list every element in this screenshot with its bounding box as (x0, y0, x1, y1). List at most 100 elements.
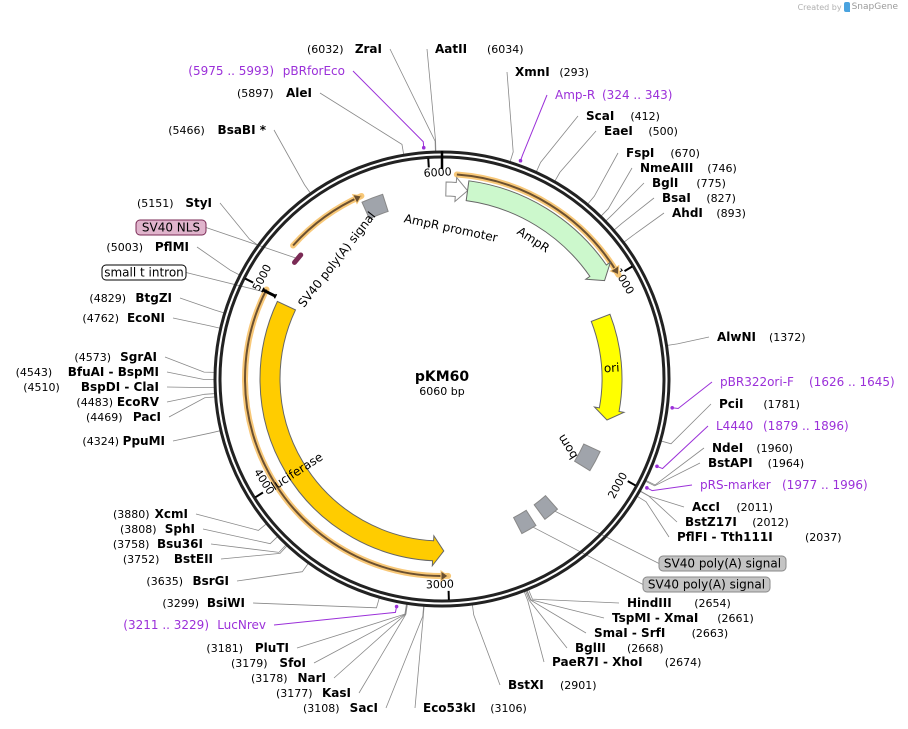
enzyme-site-label[interactable]: BstZ17I (2012) (685, 515, 789, 529)
feature-ampr[interactable] (465, 180, 612, 282)
enzyme-site-label[interactable]: SgrAI (4573) (74, 350, 157, 364)
primer-mark-icon (645, 486, 649, 490)
feature-bom[interactable] (573, 443, 601, 472)
enzyme-position: (1372) (769, 331, 806, 344)
feature-boxed-label[interactable]: SV40 poly(A) signal (658, 555, 787, 572)
enzyme-site-label[interactable]: PaeR7I - XhoI (2674) (552, 655, 701, 669)
primer-label[interactable]: pBRforEco (5975 .. 5993) (188, 64, 426, 150)
leader-line (164, 356, 216, 373)
enzyme-site-label[interactable]: Bsu36I (3758) (113, 537, 203, 551)
enzyme-position: (746) (707, 162, 737, 175)
enzyme-name: PflFI - Tth111I (677, 530, 773, 544)
enzyme-site-label[interactable]: Eco53kI (3106) (423, 701, 527, 715)
sv40-nls-mark[interactable] (291, 252, 304, 265)
enzyme-site-label[interactable]: BstEII (3752) (123, 552, 213, 566)
enzyme-site-label[interactable]: BfuAI - BspMI (4543) (16, 365, 159, 379)
enzyme-site-label[interactable]: BsiWI (3299) (162, 596, 245, 610)
enzyme-site-label[interactable]: PciI (1781) (719, 397, 800, 411)
primer-label[interactable]: pRS-marker (1977 .. 1996) (645, 478, 868, 492)
primer-label[interactable]: Amp-R (324 .. 343) (518, 88, 673, 163)
feature-boxed-label[interactable]: SV40 NLS (135, 219, 207, 236)
label-box-text: SV40 poly(A) signal (648, 578, 765, 592)
enzyme-site-label[interactable]: SmaI - SrfI (2663) (594, 626, 728, 640)
leader-line (605, 182, 645, 222)
enzyme-site-label[interactable]: BsrGI (3635) (146, 574, 229, 588)
feature-sv40-poly-a-signal-3[interactable] (361, 193, 389, 220)
enzyme-site-label[interactable]: PacI (4469) (86, 410, 161, 424)
enzyme-name: BtgZI (135, 291, 172, 305)
enzyme-site-label[interactable]: AlwNI (1372) (717, 330, 806, 344)
enzyme-site-label[interactable]: NmeAIII (746) (640, 161, 737, 175)
enzyme-site-label[interactable]: KasI (3177) (276, 686, 351, 700)
feature-boxed-label[interactable]: SV40 poly(A) signal (642, 576, 771, 593)
enzyme-site-label[interactable]: XmnI (293) (515, 65, 589, 79)
small-t-intron-mark[interactable] (262, 288, 277, 298)
leader-line (273, 129, 312, 194)
tick-mark (623, 265, 633, 272)
enzyme-site-label[interactable]: XcmI (3880) (113, 507, 188, 521)
enzyme-position: (412) (630, 110, 660, 123)
feature-ampr-promoter[interactable] (445, 176, 469, 203)
enzyme-site-label[interactable]: BsaI (827) (662, 191, 736, 205)
enzyme-site-label[interactable]: HindIII (2654) (627, 596, 731, 610)
feature-sv40-poly-a-signal-2[interactable] (512, 509, 537, 535)
primer-range: (3211 .. 3229) (123, 618, 209, 632)
enzyme-site-label[interactable]: NarI (3178) (251, 671, 326, 685)
enzyme-site-label[interactable]: EcoNI (4762) (82, 311, 165, 325)
enzyme-site-label[interactable]: SacI (3108) (303, 701, 378, 715)
enzyme-site-label[interactable]: PflMI (5003) (106, 240, 189, 254)
primer-range: (324 .. 343) (602, 88, 672, 102)
enzyme-name: KasI (322, 686, 351, 700)
enzyme-site-label[interactable]: PflFI - Tth111I (2037) (677, 530, 842, 544)
enzyme-site-label[interactable]: BtgZI (4829) (89, 291, 172, 305)
feature-boxed-label[interactable]: small t intron (101, 264, 187, 281)
enzyme-site-label[interactable]: AleI (5897) (237, 86, 312, 100)
enzyme-site-label[interactable]: BglI (775) (652, 176, 726, 190)
enzyme-site-label[interactable]: AhdI (893) (672, 206, 746, 220)
enzyme-position: (2654) (694, 597, 731, 610)
enzyme-site-label[interactable]: BspDI - ClaI (4510) (23, 380, 159, 394)
enzyme-site-label[interactable]: ZraI (6032) (307, 42, 382, 56)
enzyme-site-label[interactable]: SfoI (3179) (231, 656, 306, 670)
enzyme-site-label[interactable]: BsaBI * (5466) (168, 123, 267, 137)
enzyme-site-label[interactable]: PpuMI (4324) (82, 434, 165, 448)
snapgene-credit: Created by SnapGene (798, 2, 898, 12)
enzyme-site-label[interactable]: EaeI (500) (604, 124, 678, 138)
enzyme-position: (500) (648, 125, 678, 138)
enzyme-site-label[interactable]: AatII (6034) (435, 42, 524, 56)
enzyme-site-label[interactable]: ScaI (412) (586, 109, 660, 123)
primer-label[interactable]: pBR322ori-F (1626 .. 1645) (670, 375, 895, 410)
enzyme-name: NdeI (712, 441, 743, 455)
enzyme-site-label[interactable]: SphI (3808) (120, 522, 195, 536)
feature-ori[interactable] (590, 313, 626, 421)
enzyme-position: (5151) (137, 197, 174, 210)
leader-line (506, 71, 514, 163)
orf-arrowhead (609, 264, 620, 276)
primer-mark-icon (655, 464, 659, 469)
primer-label[interactable]: LucNrev (3211 .. 3229) (123, 604, 399, 632)
enzyme-site-label[interactable]: TspMI - XmaI (2661) (612, 611, 754, 625)
primer-name: pRS-marker (700, 478, 771, 492)
feature-sv40-poly-a-signal-1[interactable] (533, 494, 559, 521)
enzyme-site-label[interactable]: NdeI (1960) (712, 441, 793, 455)
enzyme-site-label[interactable]: BglII (2668) (575, 641, 664, 655)
leader-line (210, 543, 287, 553)
label-box (101, 264, 187, 281)
leader-line (166, 386, 216, 389)
feature-luciferase[interactable] (259, 300, 445, 568)
enzyme-site-label[interactable]: FspI (670) (626, 146, 700, 160)
leader-line (600, 167, 633, 217)
enzyme-site-label[interactable]: StyI (5151) (137, 196, 212, 210)
enzyme-name: Eco53kI (423, 701, 476, 715)
enzyme-position: (4483) (76, 396, 113, 409)
enzyme-site-label[interactable]: AccI (2011) (692, 500, 773, 514)
enzyme-position: (3177) (276, 687, 313, 700)
enzyme-position: (4510) (23, 381, 60, 394)
enzyme-site-label[interactable]: BstXI (2901) (508, 678, 597, 692)
primer-label[interactable]: L4440 (1879 .. 1896) (655, 419, 849, 469)
enzyme-site-label[interactable]: PluTI (3181) (206, 641, 289, 655)
enzyme-site-label[interactable]: EcoRV (4483) (76, 395, 159, 409)
enzyme-name: AleI (286, 86, 312, 100)
enzyme-site-label[interactable]: BstAPI (1964) (708, 456, 804, 470)
enzyme-position: (5003) (106, 241, 143, 254)
